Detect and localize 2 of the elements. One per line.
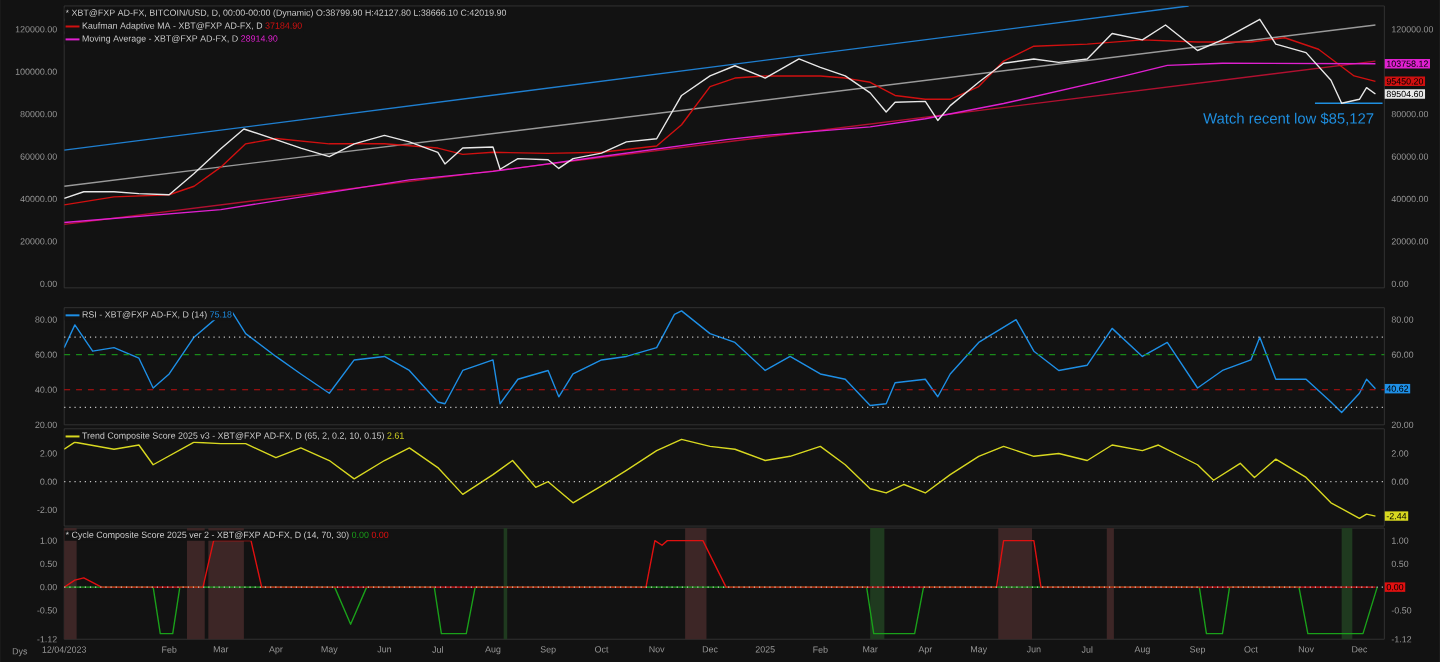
line-series bbox=[64, 438, 1377, 519]
line-series bbox=[64, 309, 1377, 413]
